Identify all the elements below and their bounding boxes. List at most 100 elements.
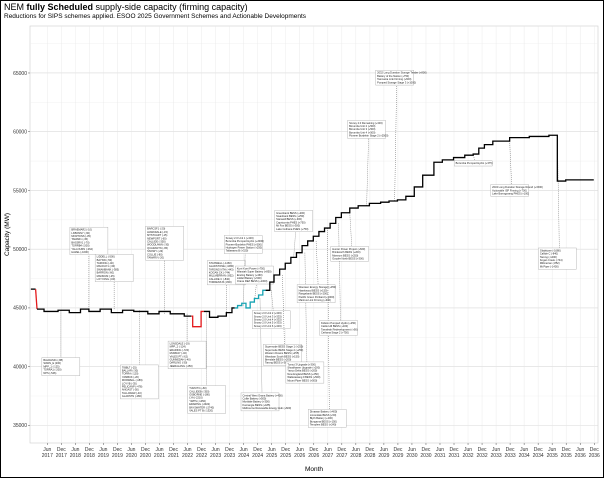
annotation-right-text: Supernode BESS Stage 1 (+250) xyxy=(265,345,303,349)
annotation-left-text: ANGAST (-50) xyxy=(122,388,139,392)
annotation-left-text: SWANBANK (-385) xyxy=(97,267,120,271)
x-tick-month: Dec xyxy=(57,447,66,453)
x-tick-month: Dec xyxy=(169,447,178,453)
annotation-right-box xyxy=(347,120,386,139)
x-tick-month: Jun xyxy=(408,447,416,453)
annotation-right-text: Central West Orana Battery (+400) xyxy=(243,393,283,397)
x-tick-year: 2036 xyxy=(575,453,586,459)
annotation-right-text: Mannum BESS (+250) xyxy=(332,253,358,257)
x-tick-year: 2025 xyxy=(266,453,277,459)
x-tick-year: 2020 xyxy=(140,453,151,459)
annotation-right-text: Collie Battery (+500) xyxy=(243,396,267,400)
x-tick-year: 2021 xyxy=(154,453,165,459)
annotation-left-text: BAYSWATER (-2740) xyxy=(189,405,214,409)
annotation-right-text: Snowy 2.0 Unit 3 (+333) xyxy=(254,314,282,318)
annotation-left-text: TORRA (-120) xyxy=(122,372,139,376)
x-tick-year: 2025 xyxy=(280,453,291,459)
x-tick-year: 2021 xyxy=(168,453,179,459)
annotation-right-text: Eraring Battery (+460) xyxy=(237,273,263,277)
x-tick-month: Jun xyxy=(548,447,556,453)
annotation-right-text: Blyth Battery (+200) xyxy=(310,416,333,420)
annotation-left-text: VALES PT (-62) xyxy=(170,354,188,358)
x-tick-month: Dec xyxy=(590,447,599,453)
annotation-right-text: Greenbank BESS (+200) xyxy=(276,211,305,215)
x-tick-year: 2017 xyxy=(56,453,67,459)
annotation-right-box xyxy=(538,247,577,270)
annotation-left-text: LKBONNY (-60) xyxy=(71,231,90,235)
x-tick-year: 2026 xyxy=(294,453,305,459)
series-black xyxy=(37,308,192,317)
x-tick-year: 2027 xyxy=(336,453,347,459)
annotation-right-box xyxy=(490,184,529,197)
annotation-left-text: BALDHSF1 (-88) xyxy=(43,358,63,362)
annotation-leader xyxy=(472,155,476,161)
x-tick-year: 2031 xyxy=(434,453,445,459)
annotation-left-text: TARONG NTH (-443) xyxy=(209,267,234,271)
annotation-left-box xyxy=(69,226,109,255)
x-tick-month: Dec xyxy=(450,447,459,453)
annotation-left-text: PELICANP (-478) xyxy=(122,385,143,389)
annotation-left-text: CALLIDEB (-350) xyxy=(189,389,209,393)
x-tick-month: Dec xyxy=(393,447,402,453)
x-tick-month: Jun xyxy=(464,447,472,453)
x-tick-year: 2034 xyxy=(519,453,530,459)
annotation-left-text: DARLING (-30) xyxy=(170,361,188,365)
annotation-right-text: Wandoan South BESS (+150) xyxy=(265,354,300,358)
annotation-left-text: OSBORNE (-180) xyxy=(189,393,210,397)
annotation-leader xyxy=(509,141,512,185)
x-tick-year: 2033 xyxy=(505,453,516,459)
annotation-left-text: BASSRV1 (-70) xyxy=(71,240,89,244)
x-tick-month: Jun xyxy=(99,447,107,453)
annotation-right-text: Borumba Unit 4 (+500) xyxy=(349,130,375,134)
annotation-right-text: Cethana Stage 2 (+750) xyxy=(321,330,349,334)
y-tick-label: 35000 xyxy=(13,423,27,429)
annotation-left-text: LOYYANG (-60) xyxy=(97,277,116,281)
title-bold: fully Scheduled xyxy=(26,2,94,12)
x-tick-month: Dec xyxy=(534,447,543,453)
annotation-right-text: Borumba Pumped Hydro (+2000) xyxy=(226,239,264,243)
x-tick-year: 2017 xyxy=(42,453,53,459)
x-tick-month: Jun xyxy=(212,447,220,453)
annotation-left-text: MILLMERRAN (-852) xyxy=(209,274,234,278)
y-tick-label: 60000 xyxy=(13,130,27,136)
annotation-right-text: Kurri Kurri Power (+750) xyxy=(237,266,265,270)
annotation-right-text: Brendale BESS (+200) xyxy=(265,358,291,362)
annotation-right-text: Yanco Delta BESS (+200) xyxy=(287,369,317,373)
title-rest: supply-side capacity (firming capacity) xyxy=(95,2,248,12)
x-tick-year: 2026 xyxy=(308,453,319,459)
annotation-right-text: Hydrogen Power Station (+250) xyxy=(226,245,263,249)
x-tick-month: Dec xyxy=(197,447,206,453)
annotation-left-text: KOGAN CK (-744) xyxy=(209,270,230,274)
annotation-left-text: MURRAY (-40) xyxy=(170,351,187,355)
y-tick-label: 65000 xyxy=(13,71,27,77)
x-tick-year: 2034 xyxy=(533,453,544,459)
annotation-right-text: Borumba Pumped Hydro (+375) xyxy=(456,161,493,165)
annotation-left-text: TAMARV (-20) xyxy=(147,256,164,260)
annotation-leader xyxy=(293,231,296,258)
annotation-right-text: Mortlake Battery (+300) xyxy=(243,400,270,404)
x-tick-year: 2031 xyxy=(448,453,459,459)
annotation-right-text: Goyder North BESS (+300) xyxy=(332,256,364,260)
x-tick-year: 2018 xyxy=(70,453,81,459)
x-tick-year: 2036 xyxy=(589,453,600,459)
annotation-leader xyxy=(366,138,369,206)
annotation-right-text: Western Downs BESS (+255) xyxy=(265,351,299,355)
x-tick-year: 2035 xyxy=(547,453,558,459)
annotation-right-text: Stanwell BESS (+300) xyxy=(276,217,302,221)
annotation-leader xyxy=(338,223,341,321)
annotation-right-box xyxy=(274,210,313,232)
x-tick-month: Dec xyxy=(113,447,122,453)
x-tick-month: Jun xyxy=(576,447,584,453)
annotation-left-box xyxy=(94,254,134,282)
annotation-right-text: Millmerran (-852) xyxy=(540,261,560,265)
annotation-right-text: Snowy 2.0 Unit 2 (+333) xyxy=(254,311,282,315)
annotation-left-text: COLLIE (-80) xyxy=(147,252,163,256)
annotation-left-text: BRAEMAR2 (-10) xyxy=(71,228,92,232)
annotation-left-text: YALLOURN (-364) xyxy=(71,247,93,251)
annotation-leader xyxy=(259,298,263,393)
annotation-right-text: Callide C (-840) xyxy=(540,252,558,256)
annotation-right-text: Lake Cethana PHES (+750) xyxy=(276,227,308,231)
y-tick-label: 50000 xyxy=(13,247,27,253)
annotation-left-text: TORRA1 (-200) xyxy=(43,368,61,372)
x-tick-year: 2030 xyxy=(420,453,431,459)
